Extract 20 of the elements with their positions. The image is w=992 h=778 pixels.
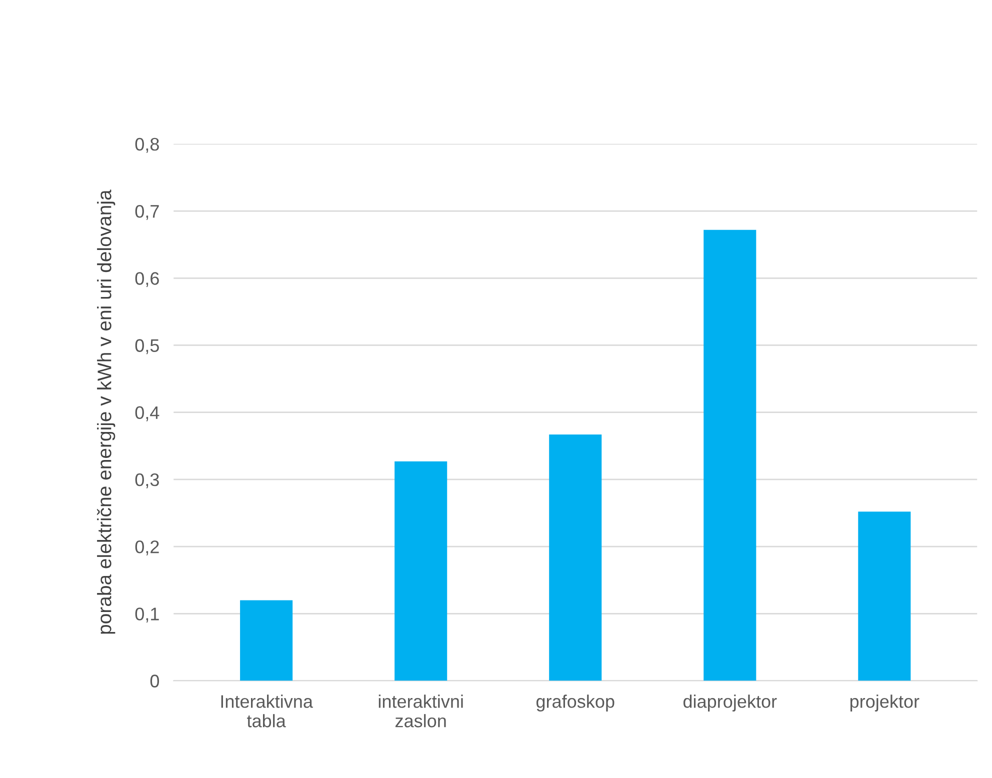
bar bbox=[394, 461, 448, 681]
bar bbox=[858, 512, 911, 681]
y-tick-label: 0 bbox=[150, 674, 160, 688]
y-tick-label: 0,3 bbox=[135, 473, 159, 488]
x-tick-label: interaktivni zaslon bbox=[378, 694, 463, 728]
x-tick-label: diaprojektor bbox=[683, 694, 777, 712]
y-tick-label: 0,8 bbox=[135, 138, 159, 153]
y-tick-label: 0,2 bbox=[135, 540, 159, 556]
y-axis-title: poraba električne energije v kWh v eni uri delovanja bbox=[96, 190, 116, 634]
y-tick-label: 0,1 bbox=[135, 608, 159, 622]
y-tick-label: 0,5 bbox=[135, 339, 159, 354]
y-tick-label: 0,4 bbox=[135, 406, 160, 422]
bar bbox=[240, 600, 293, 681]
y-tick-label: 0,6 bbox=[135, 272, 159, 287]
y-tick-label: 0,7 bbox=[135, 204, 159, 220]
x-tick-label: grafoskop bbox=[536, 694, 614, 712]
bar bbox=[704, 230, 756, 681]
x-tick-label: Interaktivna tabla bbox=[221, 694, 313, 728]
bar bbox=[549, 434, 602, 681]
x-tick-label: projektor bbox=[850, 694, 920, 712]
